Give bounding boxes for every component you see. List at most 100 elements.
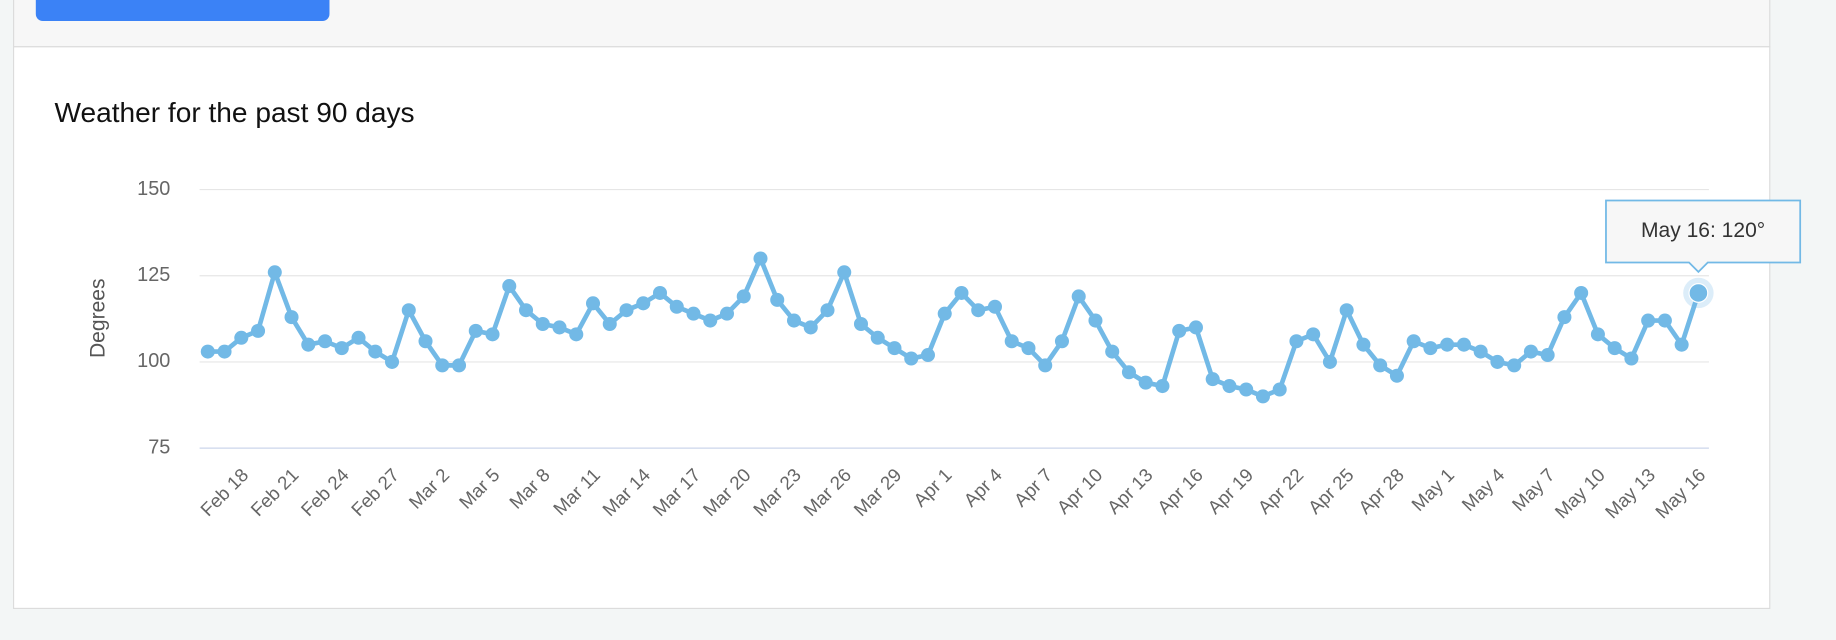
point: [1674, 337, 1689, 352]
point: [1021, 341, 1036, 356]
point: [1423, 341, 1438, 356]
point: [820, 303, 835, 318]
point: [234, 330, 249, 345]
point: [1574, 285, 1589, 300]
point: [385, 354, 400, 369]
point: [1688, 283, 1709, 303]
point: [1473, 344, 1488, 359]
point: [887, 341, 902, 356]
point: [1289, 334, 1304, 349]
point: [770, 292, 785, 307]
point: [318, 334, 333, 349]
point: [1356, 337, 1371, 352]
point: [619, 303, 634, 318]
point: [1607, 341, 1622, 356]
point: [1255, 389, 1270, 404]
point: [920, 348, 935, 363]
point: [1406, 334, 1421, 349]
point: [251, 323, 266, 338]
point: [518, 303, 534, 318]
point: [435, 358, 450, 373]
point: [954, 285, 969, 300]
point: [602, 316, 617, 332]
point: [686, 306, 701, 321]
point: [502, 279, 517, 294]
point: [1105, 344, 1120, 359]
point: [351, 330, 366, 345]
point: [1523, 344, 1538, 359]
point: [418, 334, 433, 349]
point: [1624, 351, 1639, 366]
point: [1590, 327, 1605, 342]
point: [301, 337, 316, 352]
y-tick-label: 150: [137, 178, 170, 200]
point: [1540, 348, 1555, 363]
point: [1507, 358, 1522, 373]
point: [1440, 337, 1455, 352]
point: [1339, 303, 1354, 318]
point: [1322, 354, 1337, 369]
point: [1138, 375, 1153, 390]
tooltip-box: [1605, 199, 1802, 274]
tooltip-text: May 16: 120°: [1641, 219, 1765, 242]
point: [1054, 334, 1069, 349]
point: [1373, 358, 1388, 373]
point: [334, 341, 349, 356]
point: [485, 327, 500, 342]
chart-title: Weather for the past 90 days: [55, 97, 415, 128]
point: [904, 351, 919, 366]
point: [401, 303, 416, 318]
point: [1172, 323, 1187, 338]
y-axis-title: Degrees: [87, 278, 110, 358]
point: [1657, 313, 1672, 328]
y-tick-label: 125: [137, 264, 170, 286]
point: [1490, 354, 1505, 369]
point: [652, 285, 668, 300]
point: [987, 299, 1002, 314]
point: [853, 316, 869, 332]
point: [971, 303, 986, 318]
point: [468, 323, 483, 338]
point: [1038, 358, 1053, 373]
point: [1205, 372, 1220, 387]
point: [870, 330, 885, 345]
point: [1121, 365, 1136, 380]
point: [1088, 313, 1103, 328]
point: [1071, 289, 1086, 304]
point: [267, 265, 282, 280]
point: [368, 344, 383, 359]
point: [1456, 337, 1471, 352]
point: [1188, 320, 1203, 335]
point: [1155, 379, 1170, 394]
point: [1004, 334, 1019, 349]
point: [786, 313, 802, 328]
y-tick-label: 75: [148, 436, 170, 458]
card: [12, 46, 1771, 609]
point: [284, 310, 299, 325]
point: [1222, 379, 1237, 394]
button[interactable]: [35, 0, 330, 22]
point: [552, 320, 567, 335]
y-tick-label: 100: [137, 350, 170, 372]
point: [1272, 382, 1287, 397]
point: [1641, 313, 1656, 328]
point: [937, 306, 952, 321]
point: [569, 327, 584, 342]
point: [753, 251, 768, 266]
point: [669, 299, 684, 314]
point: [803, 320, 818, 335]
point: [1239, 382, 1254, 397]
point: [1557, 310, 1572, 325]
point: [217, 344, 232, 359]
point: [585, 296, 601, 311]
point: [736, 289, 751, 304]
point: [535, 316, 550, 332]
point: [719, 306, 735, 321]
point: [636, 296, 651, 311]
point: [703, 313, 718, 328]
point: [837, 265, 852, 280]
point: [452, 358, 467, 373]
point: [200, 344, 215, 359]
